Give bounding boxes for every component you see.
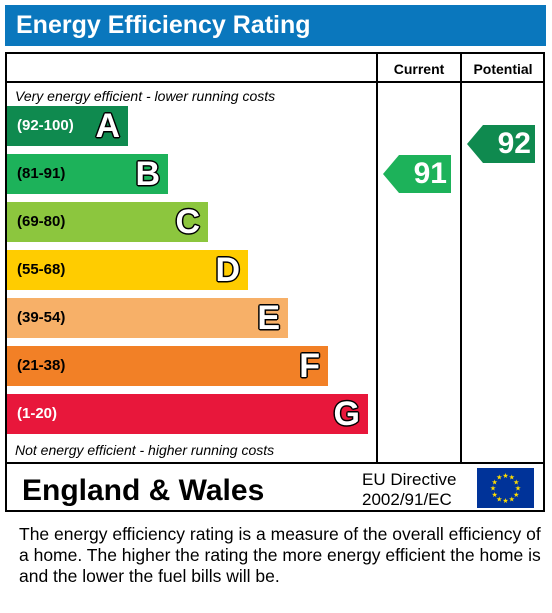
- flag-star: ★: [509, 495, 515, 503]
- column-header-potential: Potential: [473, 61, 533, 77]
- band-letter: G: [333, 395, 360, 433]
- band-d: (55-68) D: [7, 250, 248, 290]
- band-letter: C: [175, 203, 200, 241]
- flag-star: ★: [492, 491, 498, 499]
- band-a: (92-100) A: [7, 106, 128, 146]
- description-text: The energy efficiency rating is a measur…: [19, 524, 541, 586]
- band-e: (39-54) E: [7, 298, 288, 338]
- band-g: (1-20) G: [7, 394, 368, 434]
- arrow-potential: 92: [467, 125, 535, 163]
- band-range-label: (21-38): [17, 357, 66, 374]
- band-range-label: (1-20): [17, 405, 58, 422]
- arrow-shape: [383, 155, 451, 193]
- flag-star: ★: [492, 478, 498, 486]
- column-header-current: Current: [393, 61, 445, 77]
- column-divider-potential: [460, 52, 462, 464]
- flag-star: ★: [496, 474, 502, 482]
- arrow-value: 92: [497, 127, 531, 160]
- caption-bottom: Not energy efficient - higher running co…: [15, 442, 275, 458]
- flag-star: ★: [515, 485, 521, 493]
- band-c: (69-80) C: [7, 202, 208, 242]
- flag-star: ★: [513, 491, 519, 499]
- band-range-label: (92-100): [17, 117, 74, 134]
- directive-line-2: 2002/91/EC: [362, 490, 452, 509]
- band-f: (21-38) F: [7, 346, 328, 386]
- header-divider: [5, 81, 545, 83]
- flag-star: ★: [490, 485, 496, 493]
- arrow-value: 91: [413, 157, 447, 190]
- band-range-label: (55-68): [17, 261, 66, 278]
- title-bar: Energy Efficiency Rating: [5, 5, 546, 46]
- band-letter: E: [257, 299, 280, 337]
- flag-star: ★: [502, 472, 508, 480]
- flag-star: ★: [502, 497, 508, 505]
- band-letter: F: [299, 347, 320, 385]
- band-range-label: (81-91): [17, 165, 66, 182]
- band-letter: D: [215, 251, 240, 289]
- column-divider-current: [376, 52, 378, 464]
- region-name: England & Wales: [22, 474, 265, 507]
- flag-star: ★: [496, 495, 502, 503]
- eu-flag-icon: ★ ★ ★ ★ ★ ★ ★ ★ ★ ★ ★ ★: [477, 468, 534, 508]
- caption-top: Very energy efficient - lower running co…: [15, 88, 276, 104]
- flag-star: ★: [513, 478, 519, 486]
- rating-frame: [5, 52, 545, 512]
- arrow-current: 91: [383, 155, 451, 193]
- directive-line-1: EU Directive: [362, 470, 457, 489]
- flag-star: ★: [509, 474, 515, 482]
- band-range-label: (39-54): [17, 309, 66, 326]
- arrow-shape: [467, 125, 535, 163]
- band-b: (81-91) B: [7, 154, 168, 194]
- eu-directive: EU Directive 2002/91/EC: [362, 470, 456, 510]
- band-letter: B: [135, 155, 160, 193]
- chart-title: Energy Efficiency Rating: [16, 11, 311, 39]
- band-range-label: (69-80): [17, 213, 66, 230]
- band-letter: A: [95, 107, 120, 145]
- footer-divider: [5, 462, 545, 464]
